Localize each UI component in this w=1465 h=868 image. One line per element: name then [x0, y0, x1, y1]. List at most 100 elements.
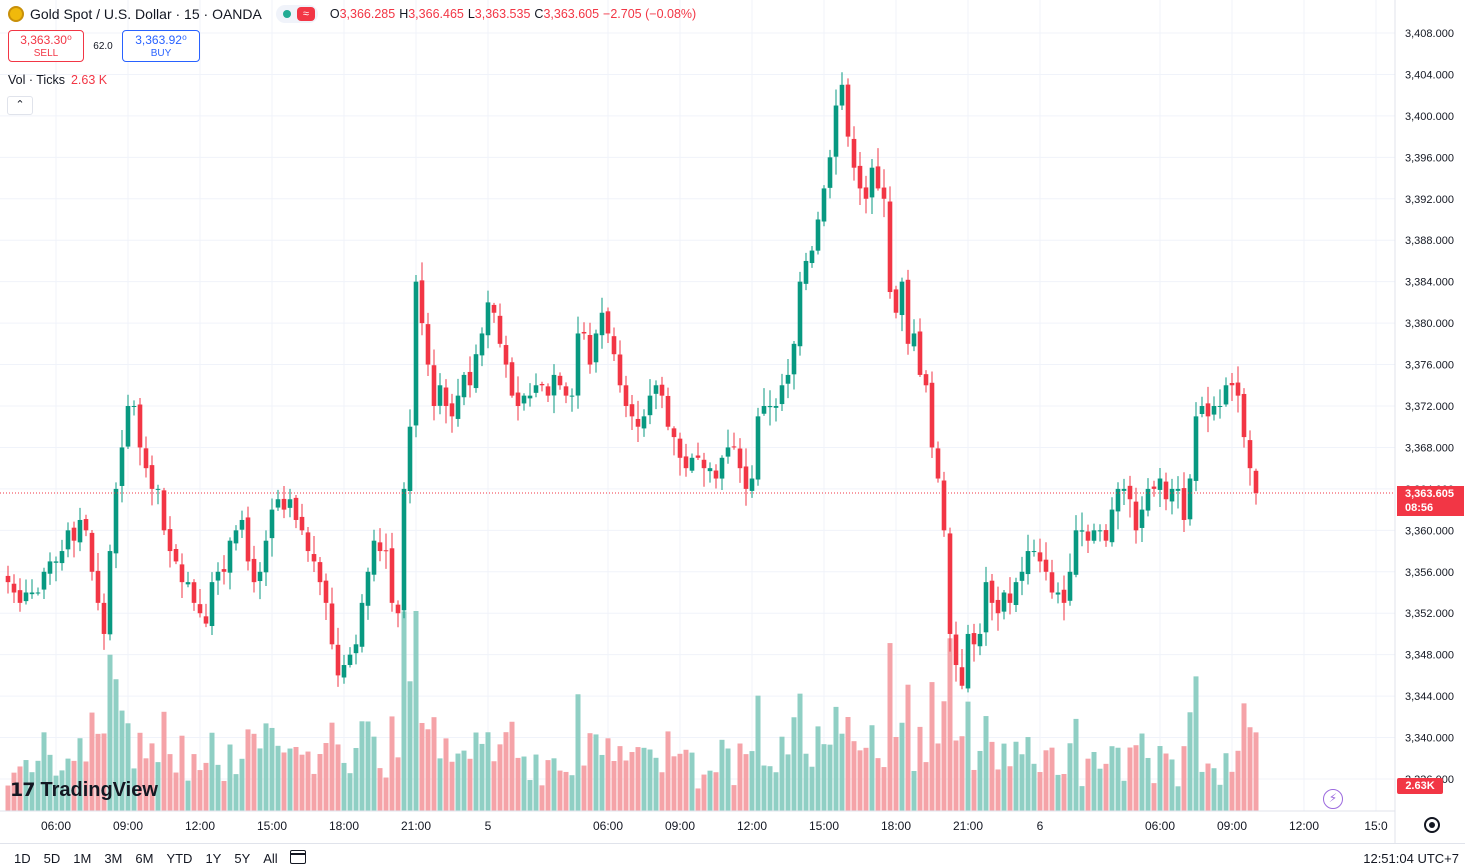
candle-body [383, 550, 389, 552]
sell-button[interactable]: 3,363.30⁰ SELL [8, 30, 84, 62]
price-tick-label: 3,380.000 [1405, 318, 1454, 330]
volume-bar [407, 681, 413, 811]
candle-body [71, 527, 77, 541]
volume-bar [359, 721, 365, 811]
price-tick-label: 3,352.000 [1405, 608, 1454, 620]
volume-bar [707, 770, 713, 811]
tradingview-logo[interactable]: 𝟭𝟳 TradingView [10, 779, 158, 801]
settings-gear-icon[interactable] [1424, 817, 1440, 833]
range-3m[interactable]: 3M [104, 851, 123, 866]
range-all[interactable]: All [263, 851, 278, 866]
volume-bar [875, 758, 881, 811]
symbol-title[interactable]: Gold Spot / U.S. Dollar · 15 · OANDA [30, 6, 262, 22]
market-open-icon [282, 10, 291, 18]
candle-body [131, 406, 137, 407]
volume-bar [527, 780, 533, 811]
spread-value: 62.0 [93, 40, 113, 52]
volume-bar [1193, 676, 1199, 811]
candle-body [707, 468, 713, 472]
volume-bar [293, 746, 299, 811]
volume-bar [1241, 703, 1247, 811]
range-5d[interactable]: 5D [43, 851, 61, 866]
range-6m[interactable]: 6M [135, 851, 154, 866]
buy-button[interactable]: 3,363.92⁰ BUY [122, 30, 200, 62]
candle-body [899, 281, 905, 316]
volume-bar [1007, 766, 1013, 811]
candle-body [551, 374, 557, 396]
range-1y[interactable]: 1Y [205, 851, 222, 866]
volume-bar [737, 743, 743, 811]
candle-body [497, 315, 503, 344]
time-tick-label: 15:00 [257, 819, 287, 833]
volume-bar [1079, 786, 1085, 811]
time-tick-label: 06:00 [41, 819, 71, 833]
volume-legend: Vol · Ticks 2.63 K [8, 73, 108, 87]
volume-bar [641, 747, 647, 811]
candle-body [245, 517, 251, 562]
candle-body [29, 592, 35, 595]
clock[interactable]: 12:51:04 UTC+7 [1363, 851, 1459, 866]
candle-body [947, 533, 953, 634]
volume-bar [1247, 727, 1253, 811]
volume-tag: 2.63K [1397, 778, 1443, 794]
candle-body [845, 84, 851, 137]
candle-body [1079, 530, 1085, 532]
volume-bar [215, 764, 221, 811]
lightning-icon[interactable]: ⚡ [1323, 789, 1343, 809]
volume-bar [203, 762, 209, 811]
candle-body [1049, 572, 1055, 593]
volume-bar [71, 760, 77, 811]
candle-body [371, 540, 377, 575]
candle-body [1085, 531, 1091, 541]
volume-bar [1253, 732, 1259, 811]
range-ytd[interactable]: YTD [166, 851, 193, 866]
volume-bar [689, 752, 695, 811]
wave-icon: ≈ [296, 7, 315, 21]
candle-body [209, 582, 215, 627]
range-1d[interactable]: 1D [14, 851, 31, 866]
range-5y[interactable]: 5Y [234, 851, 251, 866]
candle-body [1037, 552, 1043, 562]
volume-bar [653, 757, 659, 811]
time-tick-label: 12:00 [1289, 819, 1319, 833]
candle-body [197, 604, 203, 614]
candle-body [125, 406, 131, 447]
price-tick-label: 3,344.000 [1405, 691, 1454, 703]
volume-bar [881, 767, 887, 811]
volume-bar [1025, 737, 1031, 811]
price-axis: 3,408.000 3,404.000 3,400.000 3,396.000 3,39… [1405, 28, 1454, 786]
candle-body [317, 562, 323, 583]
range-1m[interactable]: 1M [73, 851, 92, 866]
volume-bar [983, 716, 989, 811]
calendar-icon[interactable] [290, 850, 306, 864]
volume-bar [329, 722, 335, 811]
candle-body [761, 406, 767, 414]
candle-body [635, 418, 641, 427]
status-pill[interactable]: ≈ [275, 5, 318, 23]
volume-bar [965, 701, 971, 811]
volume-bar [677, 753, 683, 811]
volume-bar [251, 733, 257, 811]
time-tick-label: 09:00 [665, 819, 695, 833]
candle-body [527, 395, 533, 399]
volume-bar [413, 611, 419, 811]
volume-bar [899, 722, 905, 811]
candle-body [1163, 481, 1169, 500]
volume-bar [935, 743, 941, 811]
last-price-tag: 3,363.605 08:56 [1397, 486, 1464, 516]
volume-bar [605, 738, 611, 811]
candle-body [593, 333, 599, 363]
candle-body [485, 302, 491, 336]
volume-bar [665, 731, 671, 811]
volume-bar [779, 736, 785, 811]
price-tick-label: 3,372.000 [1405, 401, 1454, 413]
candle-body [1097, 530, 1103, 532]
candle-body [407, 426, 413, 492]
time-tick-label: 12:00 [185, 819, 215, 833]
volume-bar [125, 723, 131, 811]
volume-bar [611, 760, 617, 811]
candle-body [965, 633, 971, 689]
candle-body [1001, 592, 1007, 612]
collapse-legend-button[interactable]: ⌃ [7, 96, 33, 115]
